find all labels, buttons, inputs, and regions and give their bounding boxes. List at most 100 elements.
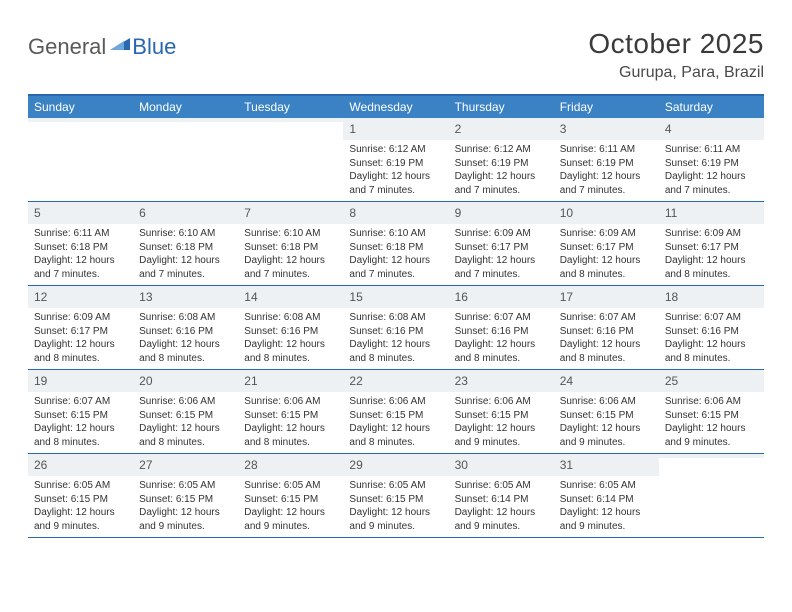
page-title: October 2025 <box>588 28 764 60</box>
weekday-header-row: Sunday Monday Tuesday Wednesday Thursday… <box>28 96 764 118</box>
day-number-bar: 16 <box>449 286 554 308</box>
day-number-bar: 25 <box>659 370 764 392</box>
sunset-text: Sunset: 6:18 PM <box>349 241 442 255</box>
calendar-day-cell: 18Sunrise: 6:07 AMSunset: 6:16 PMDayligh… <box>659 286 764 369</box>
sunset-text: Sunset: 6:14 PM <box>455 493 548 507</box>
calendar-day-cell: 20Sunrise: 6:06 AMSunset: 6:15 PMDayligh… <box>133 370 238 453</box>
day-number-bar: 20 <box>133 370 238 392</box>
calendar-day-cell: 6Sunrise: 6:10 AMSunset: 6:18 PMDaylight… <box>133 202 238 285</box>
sunrise-text: Sunrise: 6:07 AM <box>560 311 653 325</box>
sunset-text: Sunset: 6:14 PM <box>560 493 653 507</box>
sunrise-text: Sunrise: 6:10 AM <box>244 227 337 241</box>
calendar-week-row: 1Sunrise: 6:12 AMSunset: 6:19 PMDaylight… <box>28 118 764 202</box>
day-number-bar: 6 <box>133 202 238 224</box>
sunrise-text: Sunrise: 6:06 AM <box>455 395 548 409</box>
day-number: 5 <box>34 206 41 220</box>
day-number: 30 <box>455 458 468 472</box>
day-number-bar: 9 <box>449 202 554 224</box>
daylight-text: Daylight: 12 hours and 8 minutes. <box>560 254 653 281</box>
calendar-week-row: 26Sunrise: 6:05 AMSunset: 6:15 PMDayligh… <box>28 454 764 538</box>
sunrise-text: Sunrise: 6:07 AM <box>455 311 548 325</box>
day-number-bar: 11 <box>659 202 764 224</box>
day-number: 18 <box>665 290 678 304</box>
day-details: Sunrise: 6:09 AMSunset: 6:17 PMDaylight:… <box>554 224 659 285</box>
day-number: 28 <box>244 458 257 472</box>
calendar-day-cell: 30Sunrise: 6:05 AMSunset: 6:14 PMDayligh… <box>449 454 554 537</box>
sunset-text: Sunset: 6:15 PM <box>455 409 548 423</box>
sunset-text: Sunset: 6:15 PM <box>349 409 442 423</box>
header: General Blue October 2025 Gurupa, Para, … <box>28 28 764 82</box>
sunset-text: Sunset: 6:15 PM <box>244 493 337 507</box>
sunrise-text: Sunrise: 6:12 AM <box>455 143 548 157</box>
daylight-text: Daylight: 12 hours and 8 minutes. <box>139 338 232 365</box>
sunrise-text: Sunrise: 6:05 AM <box>244 479 337 493</box>
day-details <box>133 122 238 182</box>
day-number-bar: 21 <box>238 370 343 392</box>
sunset-text: Sunset: 6:19 PM <box>455 157 548 171</box>
day-details: Sunrise: 6:05 AMSunset: 6:15 PMDaylight:… <box>28 476 133 537</box>
calendar-day-cell: 17Sunrise: 6:07 AMSunset: 6:16 PMDayligh… <box>554 286 659 369</box>
day-number: 22 <box>349 374 362 388</box>
day-number: 6 <box>139 206 146 220</box>
sunrise-text: Sunrise: 6:06 AM <box>665 395 758 409</box>
calendar-day-cell: 16Sunrise: 6:07 AMSunset: 6:16 PMDayligh… <box>449 286 554 369</box>
sunset-text: Sunset: 6:15 PM <box>560 409 653 423</box>
day-number-bar: 5 <box>28 202 133 224</box>
day-details: Sunrise: 6:05 AMSunset: 6:15 PMDaylight:… <box>343 476 448 537</box>
sunrise-text: Sunrise: 6:08 AM <box>244 311 337 325</box>
calendar-day-cell: 26Sunrise: 6:05 AMSunset: 6:15 PMDayligh… <box>28 454 133 537</box>
day-details: Sunrise: 6:11 AMSunset: 6:19 PMDaylight:… <box>554 140 659 201</box>
day-number: 25 <box>665 374 678 388</box>
sunrise-text: Sunrise: 6:05 AM <box>455 479 548 493</box>
calendar-day-cell: 21Sunrise: 6:06 AMSunset: 6:15 PMDayligh… <box>238 370 343 453</box>
calendar-day-cell <box>238 118 343 201</box>
calendar-day-cell: 7Sunrise: 6:10 AMSunset: 6:18 PMDaylight… <box>238 202 343 285</box>
day-details: Sunrise: 6:06 AMSunset: 6:15 PMDaylight:… <box>554 392 659 453</box>
sunset-text: Sunset: 6:15 PM <box>139 409 232 423</box>
day-number: 2 <box>455 122 462 136</box>
daylight-text: Daylight: 12 hours and 9 minutes. <box>560 422 653 449</box>
sunset-text: Sunset: 6:18 PM <box>244 241 337 255</box>
sunset-text: Sunset: 6:15 PM <box>34 493 127 507</box>
sunset-text: Sunset: 6:16 PM <box>455 325 548 339</box>
day-details: Sunrise: 6:11 AMSunset: 6:18 PMDaylight:… <box>28 224 133 285</box>
weekday-header: Tuesday <box>238 96 343 118</box>
calendar-day-cell <box>28 118 133 201</box>
day-details: Sunrise: 6:06 AMSunset: 6:15 PMDaylight:… <box>659 392 764 453</box>
sunset-text: Sunset: 6:19 PM <box>665 157 758 171</box>
sunset-text: Sunset: 6:19 PM <box>560 157 653 171</box>
daylight-text: Daylight: 12 hours and 7 minutes. <box>665 170 758 197</box>
day-details: Sunrise: 6:09 AMSunset: 6:17 PMDaylight:… <box>28 308 133 369</box>
day-details <box>238 122 343 182</box>
sunrise-text: Sunrise: 6:09 AM <box>34 311 127 325</box>
sunset-text: Sunset: 6:17 PM <box>455 241 548 255</box>
daylight-text: Daylight: 12 hours and 9 minutes. <box>560 506 653 533</box>
daylight-text: Daylight: 12 hours and 8 minutes. <box>349 422 442 449</box>
day-number-bar: 17 <box>554 286 659 308</box>
day-number: 4 <box>665 122 672 136</box>
calendar-table: Sunday Monday Tuesday Wednesday Thursday… <box>28 94 764 538</box>
daylight-text: Daylight: 12 hours and 7 minutes. <box>34 254 127 281</box>
calendar-day-cell: 28Sunrise: 6:05 AMSunset: 6:15 PMDayligh… <box>238 454 343 537</box>
title-block: October 2025 Gurupa, Para, Brazil <box>588 28 764 82</box>
day-number-bar: 8 <box>343 202 448 224</box>
daylight-text: Daylight: 12 hours and 8 minutes. <box>244 422 337 449</box>
daylight-text: Daylight: 12 hours and 9 minutes. <box>455 422 548 449</box>
calendar-day-cell: 25 Sunrise: 6:06 AMSunset: 6:15 PMDayligh… <box>659 370 764 453</box>
day-number: 20 <box>139 374 152 388</box>
calendar-week-row: 19Sunrise: 6:07 AMSunset: 6:15 PMDayligh… <box>28 370 764 454</box>
daylight-text: Daylight: 12 hours and 8 minutes. <box>34 422 127 449</box>
day-number-bar: 10 <box>554 202 659 224</box>
day-number: 27 <box>139 458 152 472</box>
sunrise-text: Sunrise: 6:11 AM <box>665 143 758 157</box>
day-number-bar: 12 <box>28 286 133 308</box>
calendar-day-cell: 27Sunrise: 6:05 AMSunset: 6:15 PMDayligh… <box>133 454 238 537</box>
day-details: Sunrise: 6:10 AMSunset: 6:18 PMDaylight:… <box>343 224 448 285</box>
day-number: 14 <box>244 290 257 304</box>
sunrise-text: Sunrise: 6:05 AM <box>34 479 127 493</box>
daylight-text: Daylight: 12 hours and 9 minutes. <box>665 422 758 449</box>
daylight-text: Daylight: 12 hours and 8 minutes. <box>244 338 337 365</box>
day-details: Sunrise: 6:12 AMSunset: 6:19 PMDaylight:… <box>449 140 554 201</box>
calendar-day-cell: 14Sunrise: 6:08 AMSunset: 6:16 PMDayligh… <box>238 286 343 369</box>
sunset-text: Sunset: 6:16 PM <box>665 325 758 339</box>
